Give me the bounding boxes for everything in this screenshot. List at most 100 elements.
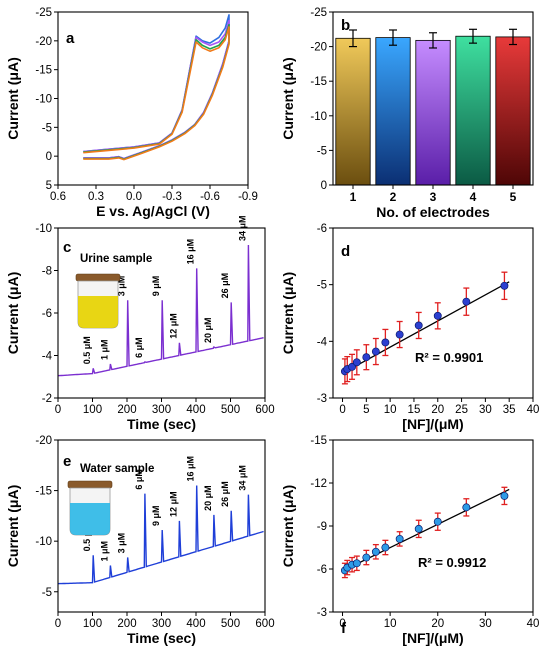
x-tick-label: 40 — [527, 618, 540, 630]
x-category-label: 5 — [510, 190, 517, 204]
y-tick-label: 5 — [46, 180, 52, 192]
panel-letter: f — [341, 620, 347, 637]
panel-letter: b — [341, 17, 350, 34]
data-point — [462, 503, 471, 512]
y-tick-label: -4 — [42, 351, 53, 363]
y-tick-label: -20 — [310, 42, 327, 54]
x-tick-label: 600 — [255, 404, 274, 416]
y-tick-label: -10 — [35, 94, 52, 106]
concentration-label: 0.5 μM — [82, 336, 92, 364]
x-tick-label: 25 — [455, 404, 468, 416]
y-tick-label: -4 — [317, 336, 328, 348]
y-axis-label: Current (μA) — [280, 272, 296, 354]
bar-4 — [455, 35, 491, 186]
concentration-label: 12 μM — [168, 313, 178, 339]
x-axis-label: Time (sec) — [127, 630, 196, 646]
x-tick-label: 40 — [527, 404, 540, 416]
sample-vial-icon — [75, 273, 121, 329]
concentration-label: 26 μM — [220, 273, 230, 299]
y-tick-label: -5 — [42, 122, 52, 134]
y-tick-label: -10 — [35, 223, 52, 235]
data-point — [381, 543, 390, 552]
panel-a: a 5 0 -5 -10 -15 -20 -25 Current (μA) 0.6 0.3 0.0 -0… — [5, 7, 258, 219]
concentration-label: 6 μM — [134, 337, 144, 358]
concentration-label: 3 μM — [117, 276, 127, 297]
x-tick-label: 30 — [479, 618, 492, 630]
amperometric-trace — [57, 485, 264, 585]
fit-line — [344, 488, 510, 571]
y-axis-label: Current (μA) — [5, 485, 21, 567]
x-tick-label: 15 — [408, 404, 421, 416]
data-point — [362, 553, 371, 562]
concentration-label: 0.5 μM — [82, 523, 92, 551]
x-category-label: 1 — [350, 190, 357, 204]
data-point — [395, 534, 404, 543]
fit-line — [344, 281, 510, 373]
x-tick-label: 5 — [363, 404, 369, 416]
y-axis-label: Current (μA) — [5, 272, 21, 354]
x-tick-label: 20 — [431, 618, 444, 630]
concentration-label: 3 μM — [117, 533, 127, 554]
y-tick-label: -5 — [317, 280, 327, 292]
x-tick-label: 100 — [83, 618, 102, 630]
concentration-label: 26 μM — [220, 481, 230, 507]
vial-liquid — [70, 503, 110, 535]
panel-d: R² = 0.9901 d -3 -4 -5 -6 Current (μA) 0 5 10 15 20… — [280, 223, 539, 432]
concentration-label: 20 μM — [203, 317, 213, 343]
x-axis-label: No. of electrodes — [376, 204, 490, 220]
y-tick-label: 0 — [321, 180, 327, 192]
data-point — [462, 297, 471, 306]
x-tick-label: -0.9 — [238, 191, 258, 203]
concentration-label: 9 μM — [151, 506, 161, 527]
y-tick-label: -8 — [42, 266, 52, 278]
data-point — [414, 321, 423, 330]
x-tick-label: 200 — [117, 404, 136, 416]
x-category-label: 2 — [390, 190, 397, 204]
y-axis-label: Current (μA) — [5, 57, 21, 139]
y-tick-label: -6 — [317, 564, 327, 576]
x-axis-label: [NF]/(μM) — [402, 630, 463, 646]
x-tick-label: 10 — [384, 404, 397, 416]
x-tick-label: 0 — [339, 618, 345, 630]
x-tick-label: 0 — [55, 404, 61, 416]
x-tick-label: 0.3 — [88, 191, 104, 203]
concentration-label: 6 μM — [134, 469, 144, 490]
y-tick-label: -10 — [310, 111, 327, 123]
x-tick-label: 500 — [221, 618, 240, 630]
data-point — [352, 559, 361, 568]
y-tick-label: -5 — [317, 145, 327, 157]
data-point — [433, 311, 442, 320]
x-tick-label: 400 — [186, 618, 205, 630]
x-tick-label: 0.0 — [126, 191, 142, 203]
x-tick-label: 400 — [186, 404, 205, 416]
concentration-label: 9 μM — [151, 276, 161, 297]
concentration-label: 16 μM — [186, 239, 196, 265]
data-point — [348, 362, 356, 371]
concentration-label: 16 μM — [186, 456, 196, 482]
data-point — [371, 347, 380, 356]
panel-letter: a — [66, 30, 75, 47]
x-tick-label: 30 — [479, 404, 492, 416]
data-point — [414, 524, 423, 533]
y-axis-label: Current (μA) — [280, 485, 296, 567]
sample-label: Water sample — [80, 463, 154, 475]
x-tick-label: 0 — [55, 618, 61, 630]
cv-curve-2 — [83, 19, 230, 160]
y-tick-label: -6 — [317, 223, 327, 235]
y-tick-label: -25 — [35, 7, 52, 19]
y-tick-label: -9 — [317, 521, 327, 533]
x-tick-label: 100 — [83, 404, 102, 416]
concentration-label: 1 μM — [99, 339, 109, 360]
x-tick-label: 0 — [339, 404, 345, 416]
panel-letter: c — [63, 239, 71, 256]
y-tick-label: -20 — [35, 36, 52, 48]
bar-2 — [375, 37, 411, 186]
bar-1 — [335, 37, 371, 186]
x-tick-label: 10 — [384, 618, 397, 630]
x-tick-label: -0.6 — [200, 191, 220, 203]
vial-cap — [67, 480, 113, 489]
panel-f: R² = 0.9912 f -3 -6 -9 -12 -15 Current (μA) 0 10 2… — [280, 435, 539, 646]
panel-e: 0.5 μM 1 μM 3 μM 6 μM 9 μM 12 μM 16 μM 20 μM 26 … — [5, 435, 275, 646]
data-point — [381, 338, 390, 347]
